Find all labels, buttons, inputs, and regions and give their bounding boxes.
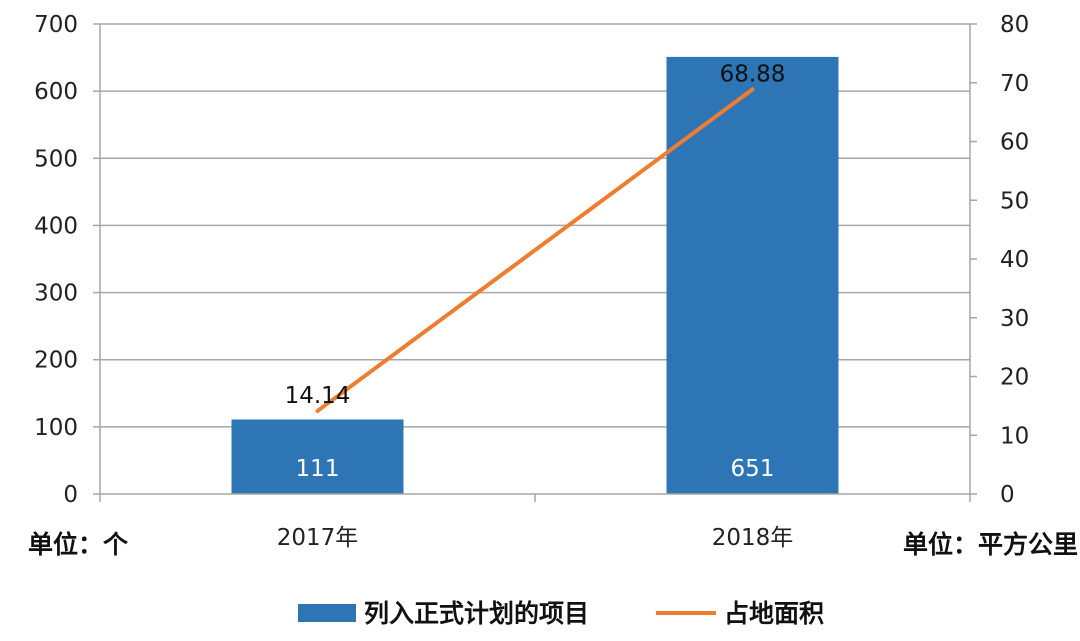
data-labels: 111 651 14.14 68.88 xyxy=(285,61,786,482)
right-axis-tick-label: 70 xyxy=(1000,71,1029,97)
left-axis-tick-label: 400 xyxy=(34,213,78,239)
line-value-label: 68.88 xyxy=(720,61,786,87)
left-axis-tick-label: 100 xyxy=(34,415,78,441)
left-axis-tick-label: 200 xyxy=(34,348,78,374)
right-axis-tick-label: 50 xyxy=(1000,188,1029,214)
line-series-path xyxy=(315,87,755,413)
legend-line-label: 占地面积 xyxy=(724,599,824,628)
line-value-label: 14.14 xyxy=(285,383,351,409)
x-axis-tick-label: 2017年 xyxy=(277,525,359,551)
right-axis-tick-label: 0 xyxy=(1000,482,1015,508)
right-axis-tick-label: 40 xyxy=(1000,247,1029,273)
x-axis-tick-label: 2018年 xyxy=(712,525,794,551)
right-axis-tick-label: 10 xyxy=(1000,423,1029,449)
legend: 列入正式计划的项目 占地面积 xyxy=(298,599,824,628)
bar xyxy=(666,56,839,495)
line-series xyxy=(315,87,755,413)
bars xyxy=(231,56,839,495)
bar-value-label: 651 xyxy=(731,456,775,482)
right-axis-unit-label: 单位：平方公里 xyxy=(903,530,1078,559)
right-axis-tick-label: 80 xyxy=(1000,12,1029,38)
gridlines xyxy=(100,23,970,428)
bar-value-label: 111 xyxy=(296,456,340,482)
left-axis-tick-label: 600 xyxy=(34,79,78,105)
axes: 0 100 200 300 400 500 600 700 0 10 20 30 40 50 60 70 80 2… xyxy=(34,12,1029,551)
legend-bar-label: 列入正式计划的项目 xyxy=(364,599,589,628)
right-axis-tick-label: 30 xyxy=(1000,306,1029,332)
right-axis-tick-label: 60 xyxy=(1000,130,1029,156)
left-axis-tick-label: 500 xyxy=(34,146,78,172)
left-axis-unit-label: 单位：个 xyxy=(28,530,129,559)
left-axis-tick-label: 300 xyxy=(34,281,78,307)
right-axis-tick-label: 20 xyxy=(1000,365,1029,391)
left-axis-tick-label: 0 xyxy=(63,482,78,508)
left-axis-tick-label: 700 xyxy=(34,12,78,38)
bar xyxy=(231,419,404,494)
legend-bar-swatch xyxy=(298,604,356,622)
